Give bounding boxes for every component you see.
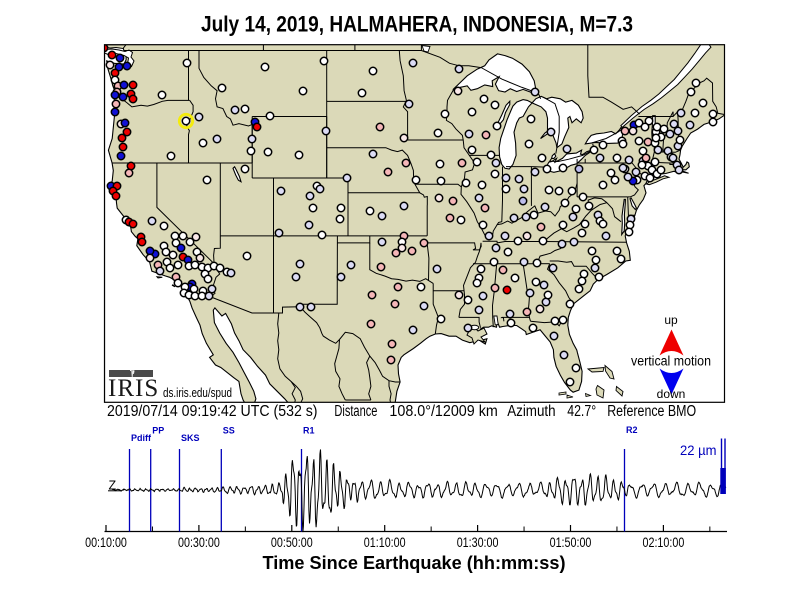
svg-text:22 µm: 22 µm xyxy=(680,442,717,458)
svg-text:SKS: SKS xyxy=(181,433,200,443)
svg-text:up: up xyxy=(664,313,678,327)
svg-text:2019/07/14 09:19:42 UTC (532 s: 2019/07/14 09:19:42 UTC (532 s) xyxy=(107,403,318,420)
svg-text:July 14, 2019, HALMAHERA, INDO: July 14, 2019, HALMAHERA, INDONESIA, M=7… xyxy=(201,12,633,37)
svg-text:Reference BMO: Reference BMO xyxy=(607,403,696,420)
svg-text:R2: R2 xyxy=(626,425,638,435)
svg-text:Time Since Earthquake (hh:mm:s: Time Since Earthquake (hh:mm:ss) xyxy=(263,552,566,573)
svg-text:ds.iris.edu/spud: ds.iris.edu/spud xyxy=(163,386,232,400)
svg-text:01:50:00: 01:50:00 xyxy=(550,535,592,550)
svg-text:01:10:00: 01:10:00 xyxy=(364,535,406,550)
svg-text:Azimuth: Azimuth xyxy=(507,403,555,420)
svg-text:Pdiff: Pdiff xyxy=(131,433,152,443)
svg-text:R1: R1 xyxy=(303,426,315,436)
svg-text:00:30:00: 00:30:00 xyxy=(178,535,220,550)
svg-text:SS: SS xyxy=(223,426,235,436)
svg-text:00:50:00: 00:50:00 xyxy=(271,535,313,550)
svg-text:Distance: Distance xyxy=(334,403,377,420)
svg-text:down: down xyxy=(657,387,686,401)
svg-text:PP: PP xyxy=(152,426,164,436)
svg-text:Z: Z xyxy=(109,479,117,493)
svg-text:42.7°: 42.7° xyxy=(567,403,596,420)
svg-text:108.0°/12009 km: 108.0°/12009 km xyxy=(389,403,497,420)
svg-text:02:10:00: 02:10:00 xyxy=(643,535,685,550)
svg-text:vertical motion: vertical motion xyxy=(631,354,711,369)
svg-text:00:10:00: 00:10:00 xyxy=(85,535,127,550)
svg-text:01:30:00: 01:30:00 xyxy=(457,535,499,550)
svg-text:IRIS: IRIS xyxy=(108,375,159,402)
